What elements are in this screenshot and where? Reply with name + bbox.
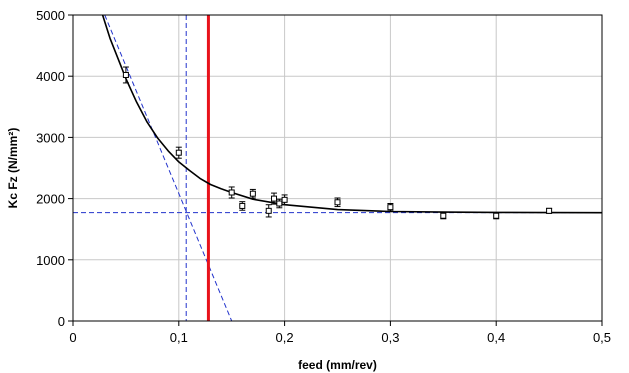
data-point bbox=[122, 66, 129, 84]
y-tick-label: 5000 bbox=[36, 8, 65, 23]
data-point bbox=[387, 202, 394, 212]
square-marker bbox=[546, 207, 553, 214]
x-tick-label: 0,1 bbox=[170, 330, 188, 345]
data-point bbox=[271, 192, 278, 205]
y-axis-ticks: 0 1000 2000 3000 4000 5000 bbox=[36, 8, 73, 329]
data-point bbox=[440, 212, 447, 220]
x-axis-ticks: 0 0,1 0,2 0,3 0,4 0,5 bbox=[69, 321, 611, 345]
square-marker bbox=[440, 212, 447, 219]
square-marker bbox=[281, 196, 288, 203]
x-tick-label: 0 bbox=[69, 330, 76, 345]
data-point bbox=[281, 194, 288, 206]
square-marker bbox=[334, 199, 341, 206]
tangent-line bbox=[104, 14, 233, 322]
data-point bbox=[239, 201, 246, 211]
square-marker bbox=[276, 200, 283, 207]
data-point bbox=[265, 204, 272, 218]
x-tick-label: 0,3 bbox=[381, 330, 399, 345]
data-point bbox=[546, 207, 553, 214]
x-tick-label: 0,4 bbox=[487, 330, 505, 345]
y-tick-label: 4000 bbox=[36, 69, 65, 84]
data-points bbox=[122, 66, 553, 220]
data-point bbox=[228, 186, 235, 199]
square-marker bbox=[122, 71, 129, 78]
y-tick-label: 3000 bbox=[36, 130, 65, 145]
x-tick-label: 0,5 bbox=[593, 330, 611, 345]
square-marker bbox=[249, 190, 256, 197]
square-marker bbox=[493, 212, 500, 219]
data-point bbox=[334, 197, 341, 208]
data-point bbox=[175, 146, 182, 159]
y-tick-label: 0 bbox=[58, 314, 65, 329]
square-marker bbox=[265, 207, 272, 214]
y-tick-label: 2000 bbox=[36, 192, 65, 207]
square-marker bbox=[175, 149, 182, 156]
x-tick-label: 0,2 bbox=[276, 330, 294, 345]
y-tick-label: 1000 bbox=[36, 253, 65, 268]
x-axis-title: feed (mm/rev) bbox=[298, 358, 377, 372]
y-axis-title: Kc Fz (N/mm²) bbox=[6, 128, 20, 209]
fit-curve-group bbox=[101, 14, 603, 214]
data-point bbox=[249, 188, 256, 199]
data-point bbox=[493, 212, 500, 220]
square-marker bbox=[228, 189, 235, 196]
data-point bbox=[276, 198, 283, 209]
square-marker bbox=[271, 195, 278, 202]
square-marker bbox=[387, 204, 394, 211]
plot-frame bbox=[72, 14, 603, 322]
fit-curve bbox=[101, 14, 603, 214]
square-marker bbox=[239, 202, 246, 209]
